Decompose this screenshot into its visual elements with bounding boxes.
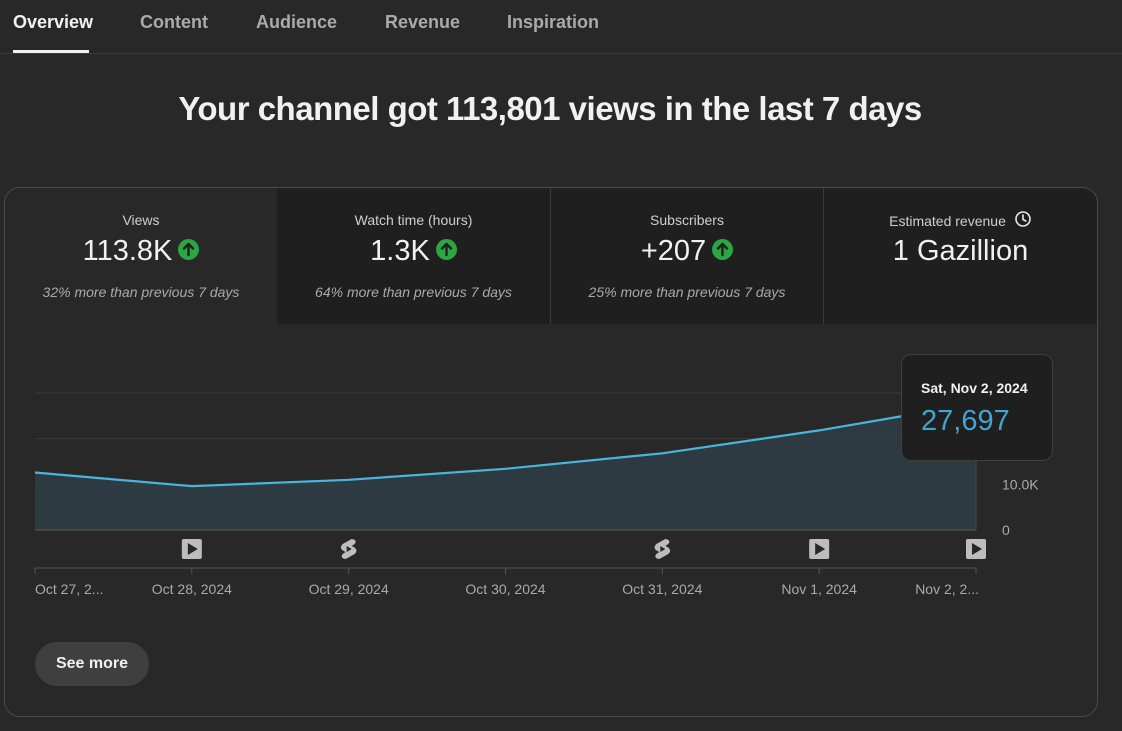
see-more-button[interactable]: See more bbox=[35, 642, 149, 686]
metric-subscribers[interactable]: Subscribers +207 25% more than previous … bbox=[551, 188, 823, 324]
metric-tabs: Views 113.8K 32% more than previous 7 da… bbox=[5, 188, 1097, 324]
tooltip-date: Sat, Nov 2, 2024 bbox=[921, 380, 1028, 396]
video-play-icon bbox=[181, 539, 202, 559]
metric-comparison: 64% more than previous 7 days bbox=[315, 284, 512, 300]
metric-value: 1 Gazillion bbox=[892, 235, 1029, 267]
video-play-icon bbox=[809, 539, 830, 559]
metric-label: Estimated revenue bbox=[824, 210, 1097, 233]
tab-revenue[interactable]: Revenue bbox=[385, 12, 461, 32]
active-tab-indicator bbox=[13, 50, 89, 53]
x-tick-label: Oct 29, 2024 bbox=[309, 581, 389, 597]
shorts-icon bbox=[340, 539, 357, 559]
metric-estimated-revenue[interactable]: Estimated revenue 1 Gazillion bbox=[824, 188, 1097, 324]
views-line bbox=[34, 402, 977, 488]
metric-label: Watch time (hours) bbox=[354, 212, 473, 228]
shorts-icon bbox=[654, 539, 671, 559]
metric-comparison: 32% more than previous 7 days bbox=[42, 284, 240, 300]
x-tick-label: Oct 27, 2... bbox=[35, 581, 103, 597]
metric-divider bbox=[823, 188, 824, 324]
metric-views[interactable]: Views 113.8K 32% more than previous 7 da… bbox=[5, 188, 277, 324]
metric-divider bbox=[550, 188, 551, 324]
metric-value: +207 bbox=[551, 235, 823, 268]
video-play-icon bbox=[966, 539, 986, 559]
tab-audience[interactable]: Audience bbox=[256, 12, 338, 32]
clock-icon bbox=[1014, 210, 1032, 231]
views-area bbox=[35, 403, 976, 530]
x-tick-label: Nov 2, 2... bbox=[915, 581, 979, 597]
tab-content[interactable]: Content bbox=[140, 12, 208, 32]
metric-watch-time[interactable]: Watch time (hours) 1.3K 64% more than pr… bbox=[277, 188, 550, 324]
tab-bar: Overview Content Audience Revenue Inspir… bbox=[0, 0, 1122, 54]
x-tick-label: Oct 30, 2024 bbox=[465, 581, 545, 597]
overview-card: Views 113.8K 32% more than previous 7 da… bbox=[4, 187, 1098, 717]
tooltip-value: 27,697 bbox=[921, 405, 1010, 437]
x-tick-label: Nov 1, 2024 bbox=[781, 581, 857, 597]
metric-value: 1.3K bbox=[277, 235, 550, 268]
metric-comparison: 25% more than previous 7 days bbox=[588, 284, 786, 300]
trend-up-icon bbox=[712, 238, 734, 260]
x-tick-label: Oct 31, 2024 bbox=[622, 581, 702, 597]
trend-up-icon bbox=[435, 238, 457, 260]
tab-inspiration[interactable]: Inspiration bbox=[507, 12, 600, 32]
y-tick-label: 10.0K bbox=[1002, 476, 1039, 492]
views-chart[interactable]: 0 10.0K Oct 27, 2... Oct 28, 2024 Oct 29, 20… bbox=[5, 324, 1097, 624]
metric-value: 113.8K bbox=[5, 235, 277, 268]
page-headline: Your channel got 113,801 views in the la… bbox=[178, 90, 922, 127]
y-tick-label: 0 bbox=[1002, 522, 1010, 538]
chart-tooltip: Sat, Nov 2, 2024 27,697 bbox=[901, 354, 1053, 461]
metric-label: Subscribers bbox=[650, 212, 724, 228]
x-tick-label: Oct 28, 2024 bbox=[152, 581, 232, 597]
trend-up-icon bbox=[178, 238, 200, 260]
tab-overview[interactable]: Overview bbox=[13, 12, 94, 32]
metric-label: Views bbox=[122, 212, 160, 228]
